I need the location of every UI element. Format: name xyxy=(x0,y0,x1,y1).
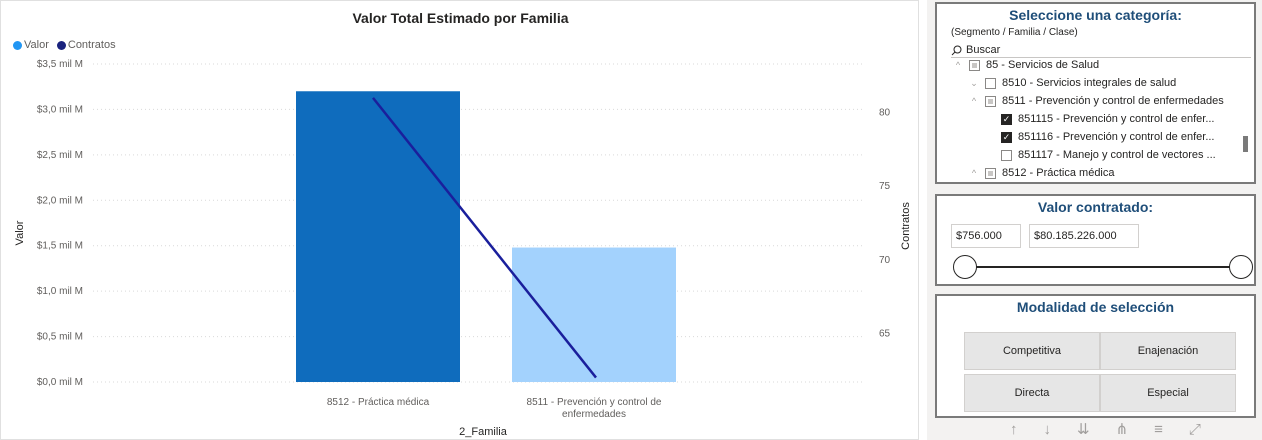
x-axis: 8512 - Práctica médica 8511 - Prevención … xyxy=(327,397,662,420)
mode-directa-button[interactable]: Directa xyxy=(964,374,1100,412)
focus-mode-icon[interactable]: ⤢ xyxy=(1188,420,1201,438)
category-slicer-title: Seleccione una categoría: xyxy=(1009,7,1182,23)
y-tick-label: $0,0 mil M xyxy=(37,377,83,388)
value-slicer: Valor contratado: $756.000 $80.185.226.0… xyxy=(935,194,1256,286)
line-series[interactable] xyxy=(372,97,597,379)
tree-item-label: 851115 - Prevención y control de enfer..… xyxy=(1018,113,1215,125)
x-tick-label: enfermedades xyxy=(562,409,626,420)
y-tick-label: $1,5 mil M xyxy=(37,241,83,252)
legend-item-valor[interactable]: Valor xyxy=(13,39,49,51)
chevron-down-icon[interactable]: ⌄ xyxy=(970,77,978,88)
mode-slicer-title: Modalidad de selección xyxy=(1016,299,1175,315)
y-axis-left: $0,0 mil M $0,5 mil M $1,0 mil M $1,5 mil M… xyxy=(37,59,83,388)
legend-label: Contratos xyxy=(67,39,116,51)
y-tick-label: $1,0 mil M xyxy=(37,286,83,297)
checkbox[interactable] xyxy=(985,77,996,89)
chart-panel: Valor Total Estimado por Familia Valor C… xyxy=(0,0,919,440)
checkbox[interactable]: ✓ xyxy=(1001,113,1012,125)
search-input[interactable]: Buscar xyxy=(951,44,1251,58)
x-axis-title: 2_Familia xyxy=(459,426,508,438)
mode-enajenacion-button[interactable]: Enajenación xyxy=(1100,332,1236,370)
tree-item[interactable]: ^ 8512 - Práctica médica xyxy=(969,167,1115,179)
filter-icon[interactable]: ≡ xyxy=(1154,420,1163,438)
bar[interactable] xyxy=(512,247,676,382)
mode-competitiva-button[interactable]: Competitiva xyxy=(964,332,1100,370)
legend-dot-icon xyxy=(56,40,66,50)
category-slicer-subtitle: (Segmento / Familia / Clase) xyxy=(951,27,1078,38)
checkbox[interactable] xyxy=(1001,149,1012,161)
y-tick-label: $2,5 mil M xyxy=(37,150,83,161)
chevron-up-icon[interactable]: ^ xyxy=(971,168,977,178)
y2-tick-label: 70 xyxy=(879,255,891,266)
y-tick-label: $3,5 mil M xyxy=(37,59,83,70)
arrow-down-icon[interactable]: ↓ xyxy=(1043,420,1052,438)
slider-max-handle[interactable] xyxy=(1229,255,1253,279)
scrollbar-thumb[interactable] xyxy=(1243,136,1248,152)
y-tick-label: $3,0 mil M xyxy=(37,104,83,115)
category-slicer: Seleccione una categoría: (Segmento / Fa… xyxy=(935,2,1256,184)
tree-item-label: 851117 - Manejo y control de vectores ..… xyxy=(1018,149,1216,161)
tree-item[interactable]: ✓ 851115 - Prevención y control de enfer.… xyxy=(985,113,1215,125)
gridlines xyxy=(93,63,863,383)
min-value-input[interactable]: $756.000 xyxy=(951,224,1021,248)
mode-especial-button[interactable]: Especial xyxy=(1100,374,1236,412)
double-arrow-down-icon[interactable]: ⇊ xyxy=(1077,421,1090,438)
slider-track[interactable] xyxy=(965,266,1241,268)
tree-item[interactable]: ⌄ 8510 - Servicios integrales de salud xyxy=(969,77,1176,89)
search-placeholder: Buscar xyxy=(966,44,1001,56)
legend-label: Valor xyxy=(24,39,49,51)
tree-item[interactable]: 851117 - Manejo y control de vectores ..… xyxy=(985,149,1216,161)
x-tick-label: 8512 - Práctica médica xyxy=(327,397,430,408)
right-panel: Seleccione una categoría: (Segmento / Fa… xyxy=(927,0,1262,440)
value-slicer-title: Valor contratado: xyxy=(1037,199,1154,215)
y2-tick-label: 75 xyxy=(879,181,891,192)
mode-slicer: Modalidad de selección Competitiva Enaje… xyxy=(935,294,1256,418)
bar-series[interactable] xyxy=(296,91,676,382)
series-line[interactable] xyxy=(372,97,597,379)
y-axis-right: 65 70 75 80 xyxy=(879,108,891,340)
tree-item[interactable]: ^ 85 - Servicios de Salud xyxy=(953,59,1099,71)
chevron-up-icon[interactable]: ^ xyxy=(955,60,961,70)
chart-title: Valor Total Estimado por Familia xyxy=(352,10,569,26)
checkbox[interactable]: ✓ xyxy=(1001,131,1012,143)
arrow-up-icon[interactable]: ↑ xyxy=(1010,420,1018,438)
expand-hierarchy-icon[interactable]: ⋔ xyxy=(1115,421,1129,438)
chart-legend[interactable]: Valor Contratos xyxy=(13,39,120,51)
legend-item-contratos[interactable]: Contratos xyxy=(56,39,116,51)
tree-item-label: 8512 - Práctica médica xyxy=(1002,167,1115,179)
search-icon xyxy=(951,45,962,55)
y2-tick-label: 65 xyxy=(879,328,891,339)
checkbox[interactable] xyxy=(985,95,996,107)
tree-item[interactable]: ✓ 851116 - Prevención y control de enfer.… xyxy=(985,131,1215,143)
slider-min-handle[interactable] xyxy=(953,255,977,279)
visual-toolbar: ↑ ↓ ⇊ ⋔ ≡ ⤢ xyxy=(1010,418,1262,440)
y-axis-left-title: Valor xyxy=(14,220,26,245)
tree-item-label: 851116 - Prevención y control de enfer..… xyxy=(1018,131,1215,143)
checkbox[interactable] xyxy=(969,59,980,71)
tree-item-label: 8510 - Servicios integrales de salud xyxy=(1002,77,1177,89)
tree-item-label: 8511 - Prevención y control de enfermeda… xyxy=(1002,95,1224,107)
combo-chart[interactable]: $0,0 mil M $0,5 mil M $1,0 mil M $1,5 mil M… xyxy=(1,1,918,439)
tree-item-label: 85 - Servicios de Salud xyxy=(986,59,1100,71)
legend-dot-icon xyxy=(13,40,22,50)
y-tick-label: $0,5 mil M xyxy=(37,332,83,343)
tree-item[interactable]: ^ 8511 - Prevención y control de enfermed… xyxy=(969,95,1224,107)
chevron-up-icon[interactable]: ^ xyxy=(971,96,977,106)
bar[interactable] xyxy=(296,91,460,382)
checkbox[interactable] xyxy=(985,167,996,179)
y2-tick-label: 80 xyxy=(879,108,891,119)
y-tick-label: $2,0 mil M xyxy=(37,195,83,206)
max-value-input[interactable]: $80.185.226.000 xyxy=(1029,224,1139,248)
x-tick-label: 8511 - Prevención y control de xyxy=(527,397,662,408)
y-axis-right-title: Contratos xyxy=(900,202,912,250)
